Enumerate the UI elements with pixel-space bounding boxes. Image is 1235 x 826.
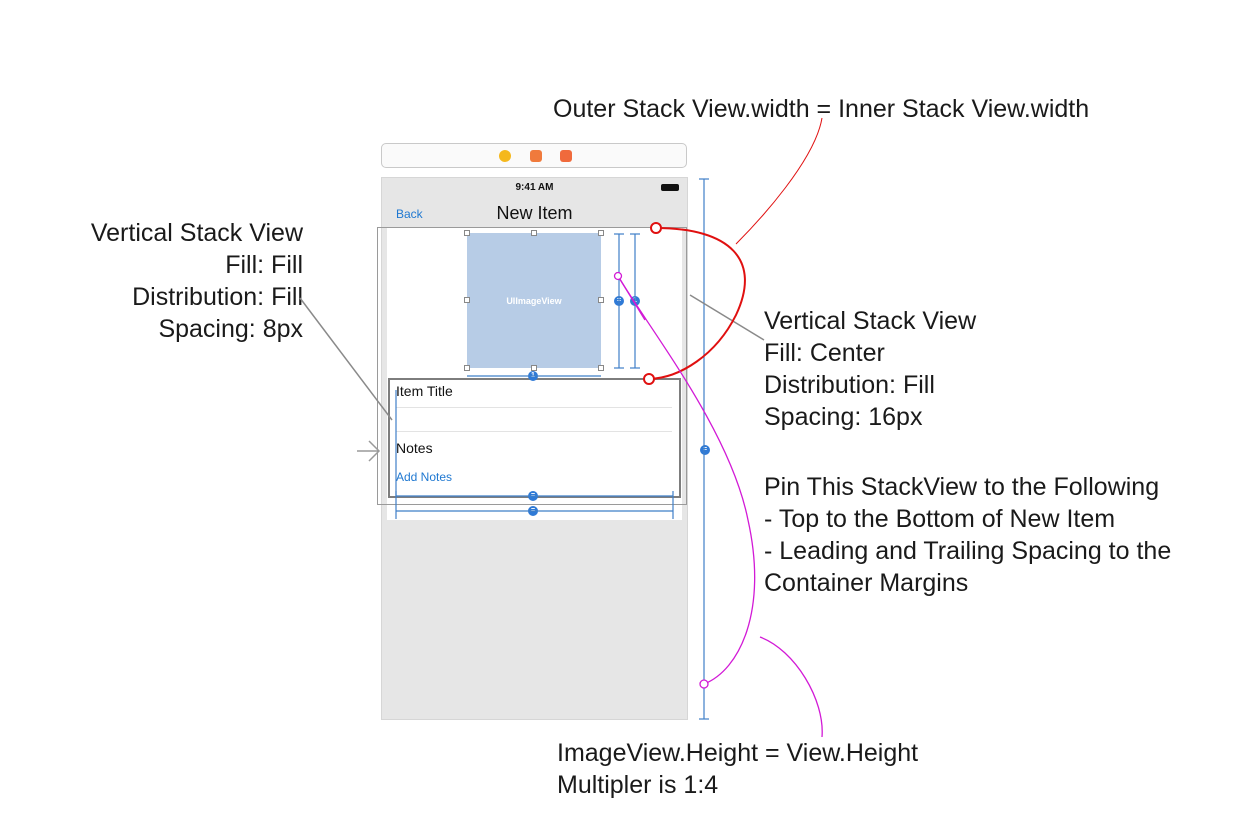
annotation-pin-line: Pin This StackView to the Following (764, 473, 1160, 501)
exit-icon[interactable] (560, 150, 572, 162)
resize-handle[interactable] (464, 230, 470, 236)
annotation-right-line: Fill: Center (764, 339, 885, 367)
annotation-left-line: Spacing: 8px (158, 315, 303, 343)
image-view-label: UIImageView (506, 295, 562, 306)
magenta-height-connector (613, 271, 823, 738)
status-time: 9:41 AM (515, 182, 554, 193)
right-annotation-leader (689, 294, 765, 341)
aspect-constraint-lines (467, 233, 640, 377)
height-constraint-line (699, 178, 709, 720)
image-view[interactable]: UIImageView (467, 233, 601, 368)
width-constraint-lines (395, 390, 674, 519)
left-annotation-leader (299, 297, 393, 421)
resize-handle[interactable] (464, 297, 470, 303)
nav-back-button[interactable]: Back (396, 207, 423, 221)
nav-title: New Item (496, 203, 573, 223)
annotation-left-line: Distribution: Fill (132, 283, 303, 311)
annotation-left-line: Vertical Stack View (90, 219, 303, 247)
scene-dock (381, 143, 687, 168)
annotation-inner-stack-left: Vertical Stack View Fill: Fill Distribut… (91, 217, 303, 345)
annotation-right-line: Distribution: Fill (764, 371, 935, 399)
divider (396, 431, 672, 432)
annotation-pin-line: Container Margins (764, 569, 969, 597)
resize-handle[interactable] (598, 297, 604, 303)
entry-arrow-icon (357, 440, 381, 462)
annotation-left-line: Fill: Fill (225, 251, 303, 279)
resize-handle[interactable] (598, 230, 604, 236)
annotation-bottom-line: Multipler is 1:4 (557, 771, 719, 799)
add-notes-button[interactable]: Add Notes (396, 470, 453, 484)
battery-icon (661, 184, 679, 191)
red-width-connector (643, 117, 823, 385)
annotation-pin-line: - Top to the Bottom of New Item (764, 505, 1116, 533)
item-title-label: Item Title (396, 383, 453, 399)
constraint-badge[interactable]: = (700, 445, 710, 455)
annotation-pin-instructions: Pin This StackView to the Following - To… (764, 471, 1171, 599)
resize-handle[interactable] (464, 365, 470, 371)
annotation-width-equality: Outer Stack View.width = Inner Stack Vie… (553, 95, 1090, 123)
annotation-right-line: Vertical Stack View (764, 307, 977, 335)
outer-stack-view[interactable] (377, 227, 687, 505)
annotation-outer-stack-right: Vertical Stack View Fill: Center Distrib… (764, 305, 976, 433)
resize-handle[interactable] (531, 365, 537, 371)
annotation-height-multiplier: ImageView.Height = View.Height Multipler… (557, 737, 918, 801)
view-controller-icon[interactable] (499, 150, 511, 162)
annotation-right-line: Spacing: 16px (764, 403, 923, 431)
resize-handle[interactable] (598, 365, 604, 371)
first-responder-icon[interactable] (530, 150, 542, 162)
resize-handle[interactable] (531, 230, 537, 236)
annotation-bottom-line: ImageView.Height = View.Height (557, 739, 919, 767)
divider (396, 407, 672, 408)
notes-label: Notes (396, 440, 433, 456)
annotation-pin-line: - Leading and Trailing Spacing to the (764, 537, 1172, 565)
